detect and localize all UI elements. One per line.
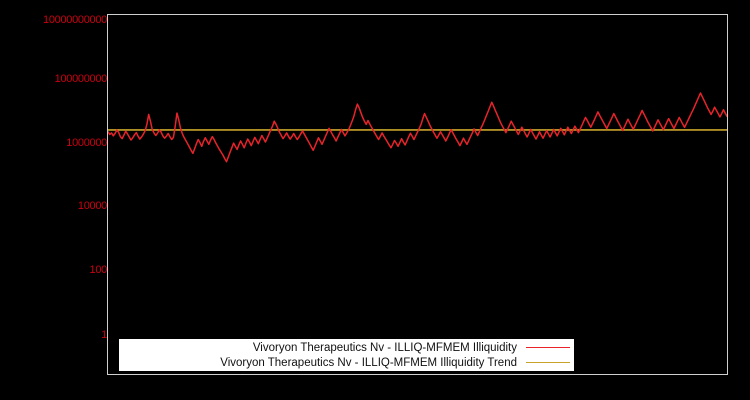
legend-color-swatch (526, 347, 570, 348)
y-axis-tick-label: 10000000000 (43, 14, 107, 26)
plot-area (107, 14, 728, 375)
legend-color-swatch (526, 362, 570, 363)
y-axis-tick-label: 10000 (77, 200, 107, 212)
legend-label: Vivoryon Therapeutics Nv - ILLIQ-MFMEM I… (252, 341, 517, 354)
legend-item: Vivoryon Therapeutics Nv - ILLIQ-MFMEM I… (119, 340, 574, 355)
chart-canvas (108, 15, 727, 374)
y-axis-tick-label: 100000000 (54, 73, 108, 85)
legend-label: Vivoryon Therapeutics Nv - ILLIQ-MFMEM I… (220, 356, 517, 369)
legend-item: Vivoryon Therapeutics Nv - ILLIQ-MFMEM I… (119, 355, 574, 370)
y-axis-tick-label: 100 (89, 264, 108, 276)
y-axis-tick-label: 1000000 (66, 137, 107, 149)
chart-legend: Vivoryon Therapeutics Nv - ILLIQ-MFMEM I… (119, 339, 574, 371)
illiquidity-series-line (108, 93, 727, 162)
y-axis-tick-label: 1 (101, 329, 107, 341)
